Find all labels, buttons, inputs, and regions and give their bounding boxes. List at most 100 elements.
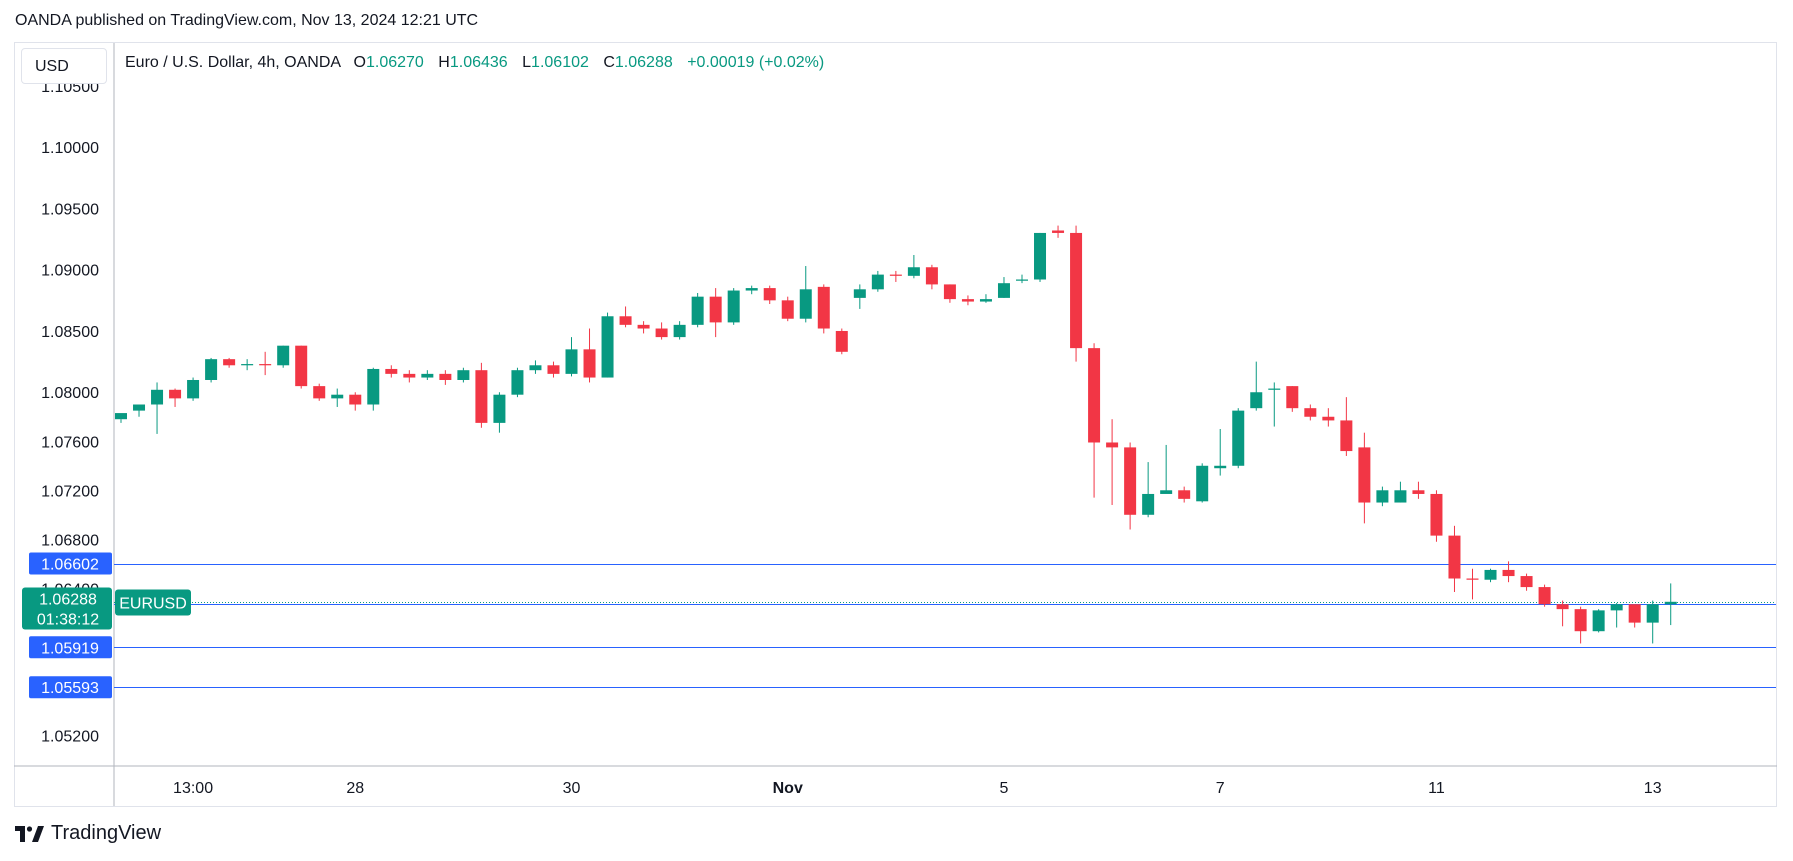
candle-body[interactable]	[1592, 610, 1605, 632]
candle-body[interactable]	[1106, 442, 1119, 448]
x-tick-label: Nov	[773, 780, 803, 797]
candle-body[interactable]	[655, 328, 668, 338]
candle-body[interactable]	[1448, 535, 1461, 579]
candle-body[interactable]	[709, 296, 722, 323]
candle-body[interactable]	[1268, 388, 1281, 390]
candle-body[interactable]	[1610, 604, 1623, 611]
candle-body[interactable]	[1358, 447, 1371, 503]
x-tick-label: 11	[1428, 780, 1445, 797]
candle-body[interactable]	[583, 349, 596, 378]
candle-body[interactable]	[871, 274, 884, 290]
candle-body[interactable]	[1052, 230, 1065, 233]
candle-body[interactable]	[259, 364, 272, 366]
candle-body[interactable]	[115, 413, 127, 420]
candle-body[interactable]	[1538, 587, 1551, 605]
candle-body[interactable]	[1286, 386, 1299, 409]
candle-body[interactable]	[331, 394, 344, 399]
candle-body[interactable]	[241, 364, 254, 366]
candle-body[interactable]	[547, 365, 560, 374]
candle-body[interactable]	[763, 288, 776, 301]
candle-body[interactable]	[1178, 490, 1191, 499]
candle-body[interactable]	[1214, 465, 1227, 469]
symbol-tag[interactable]: EURUSD	[115, 589, 191, 616]
candle-body[interactable]	[925, 267, 938, 285]
candle-body[interactable]	[133, 404, 146, 411]
currency-selector[interactable]: USD	[21, 48, 107, 84]
candle-body[interactable]	[1034, 232, 1047, 280]
candle-body[interactable]	[313, 386, 326, 399]
candle-body[interactable]	[601, 316, 614, 378]
candle-body[interactable]	[1646, 604, 1659, 623]
candle-body[interactable]	[367, 368, 380, 405]
candle-body[interactable]	[1124, 447, 1137, 515]
candle-body[interactable]	[1304, 408, 1317, 417]
candle-body[interactable]	[1232, 410, 1245, 466]
candle-body[interactable]	[889, 274, 902, 276]
candle-body[interactable]	[187, 379, 200, 399]
candle-body[interactable]	[1196, 465, 1209, 502]
candle-body[interactable]	[943, 284, 956, 300]
candle-body[interactable]	[979, 299, 992, 302]
candle-body[interactable]	[493, 394, 506, 423]
candle-body[interactable]	[421, 373, 434, 378]
candle-body[interactable]	[1160, 490, 1173, 494]
candle-body[interactable]	[727, 290, 740, 323]
level-price-tag[interactable]: 1.05593	[29, 676, 112, 699]
candle-body[interactable]	[1664, 601, 1677, 605]
candle-body[interactable]	[799, 289, 812, 319]
candle-body[interactable]	[853, 289, 866, 298]
candle-body[interactable]	[475, 370, 488, 423]
candle-body[interactable]	[1556, 604, 1569, 610]
candle-body[interactable]	[1142, 493, 1155, 515]
high-label: H	[438, 54, 450, 71]
candle-body[interactable]	[1016, 279, 1028, 281]
tradingview-brand[interactable]: TradingView	[15, 822, 161, 845]
current-price-tag[interactable]: 1.06288 01:38:12	[22, 587, 112, 630]
candle-body[interactable]	[511, 370, 524, 395]
candle-body[interactable]	[1322, 416, 1335, 421]
candle-body[interactable]	[835, 330, 848, 352]
candle-body[interactable]	[205, 359, 218, 380]
candle-body[interactable]	[1412, 490, 1425, 494]
candle-body[interactable]	[439, 373, 452, 380]
candle-body[interactable]	[1394, 490, 1407, 503]
candle-body[interactable]	[1574, 609, 1587, 632]
candle-body[interactable]	[529, 365, 542, 371]
candle-body[interactable]	[619, 316, 632, 325]
candle-body[interactable]	[1502, 569, 1515, 577]
candle-body[interactable]	[637, 324, 650, 329]
candle-body[interactable]	[781, 300, 794, 319]
candle-body[interactable]	[907, 267, 920, 276]
candle-body[interactable]	[1430, 493, 1443, 536]
candle-body[interactable]	[1520, 576, 1533, 588]
level-price-tag[interactable]: 1.06602	[29, 552, 112, 575]
candle-body[interactable]	[745, 288, 758, 291]
candle-body[interactable]	[817, 286, 830, 329]
candle-body[interactable]	[277, 345, 290, 366]
candle-body[interactable]	[385, 368, 398, 374]
candle-body[interactable]	[1250, 392, 1263, 409]
candle-body[interactable]	[403, 373, 416, 378]
candle-body[interactable]	[1628, 604, 1641, 623]
candle-body[interactable]	[457, 370, 470, 380]
candle-body[interactable]	[961, 299, 974, 302]
symbol-title[interactable]: Euro / U.S. Dollar, 4h, OANDA	[125, 54, 342, 71]
candle-body[interactable]	[349, 394, 362, 405]
candle-body[interactable]	[1376, 490, 1389, 503]
candle-body[interactable]	[151, 389, 164, 405]
candle-body[interactable]	[565, 349, 578, 374]
candle-body[interactable]	[1466, 578, 1479, 580]
candle-body[interactable]	[1070, 232, 1083, 349]
candle-body[interactable]	[1340, 420, 1353, 452]
candle-body[interactable]	[295, 345, 308, 387]
candle-body[interactable]	[691, 296, 704, 325]
candle-body[interactable]	[997, 283, 1010, 298]
chart-frame	[14, 42, 1777, 807]
candle-body[interactable]	[673, 324, 686, 338]
candle-body[interactable]	[169, 389, 182, 399]
candle-body[interactable]	[223, 359, 236, 366]
level-price-tag[interactable]: 1.05919	[29, 636, 112, 659]
candle-body[interactable]	[1484, 569, 1497, 580]
candle-body[interactable]	[1088, 348, 1101, 443]
